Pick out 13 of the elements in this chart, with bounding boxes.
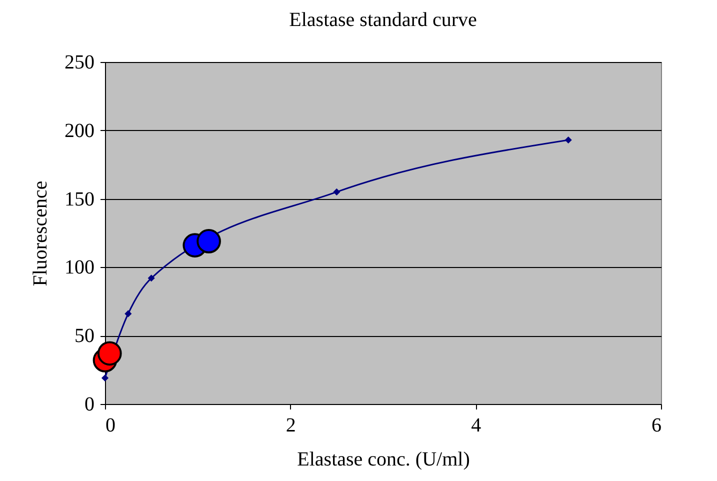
x-tick-label: 2 (286, 414, 296, 436)
y-tick-label: 250 (64, 52, 94, 74)
x-axis-title: Elastase conc. (U/ml) (297, 448, 470, 470)
x-tick-label: 0 (106, 414, 116, 436)
x-tick-label: 4 (471, 414, 482, 436)
y-tick-label: 150 (64, 188, 94, 210)
y-tick-label: 100 (64, 256, 94, 279)
y-axis-title: Fluorescence (30, 180, 52, 286)
x-tick-label: 6 (652, 414, 662, 436)
y-tick-label: 50 (74, 325, 94, 348)
y-tick-label: 0 (84, 394, 94, 416)
y-tick-label: 200 (64, 120, 94, 142)
chart-title: Elastase standard curve (289, 9, 477, 31)
